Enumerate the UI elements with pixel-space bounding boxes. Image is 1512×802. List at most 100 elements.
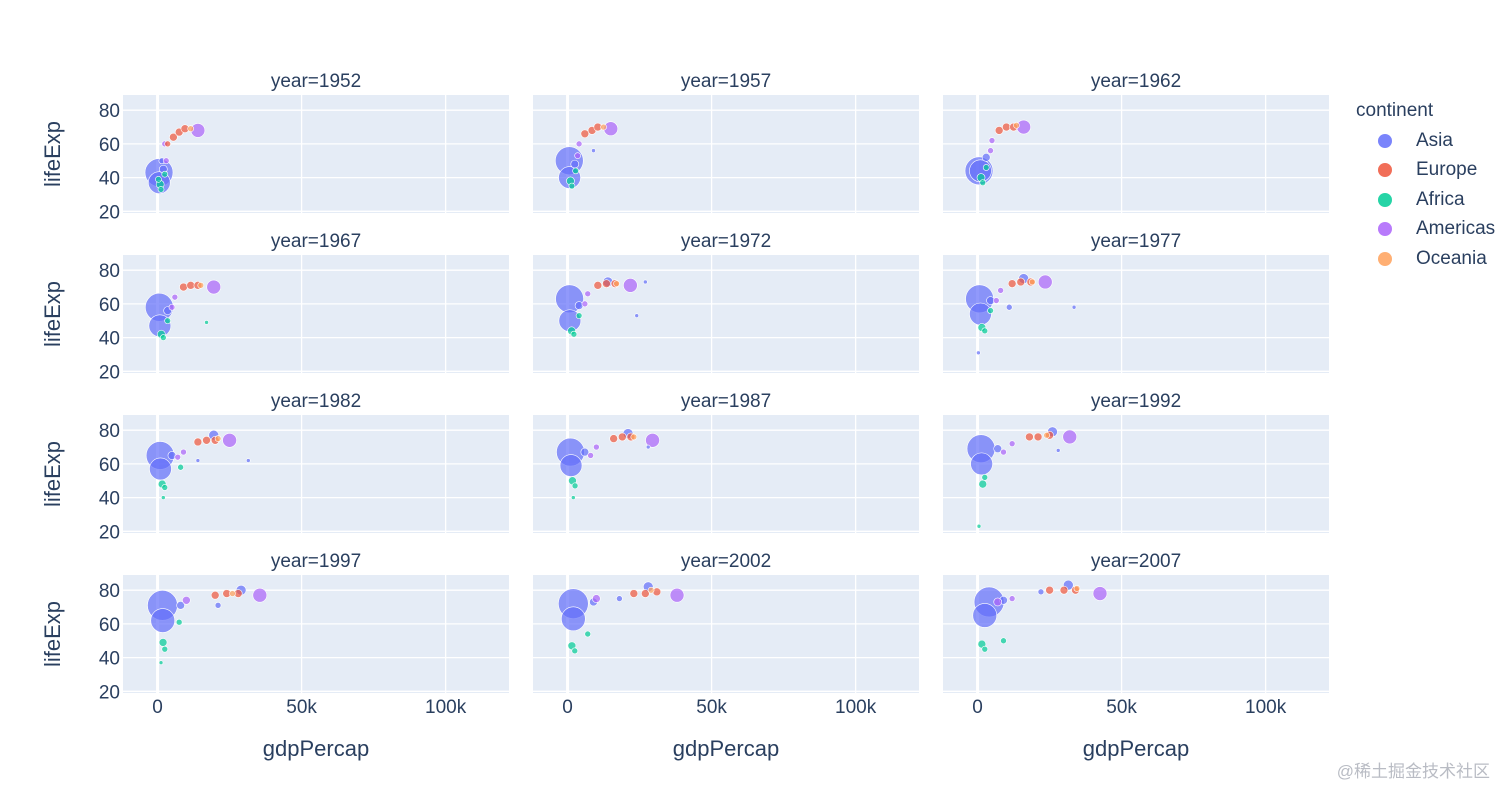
bubble-europe[interactable]	[1007, 279, 1017, 288]
bubble-africa[interactable]	[158, 660, 164, 665]
bubble-asia[interactable]	[970, 452, 993, 476]
bubble-asia[interactable]	[993, 444, 1003, 454]
bubble-africa[interactable]	[177, 463, 184, 471]
bubble-europe[interactable]	[164, 140, 171, 148]
bubble-europe[interactable]	[1025, 432, 1034, 442]
bubble-oceania[interactable]	[1028, 278, 1036, 286]
bubble-africa[interactable]	[979, 179, 987, 186]
bubble-africa[interactable]	[204, 320, 209, 325]
bubble-asia[interactable]	[591, 148, 596, 153]
bubble-asia[interactable]	[214, 602, 222, 609]
bubble-americas[interactable]	[645, 432, 660, 448]
bubble-africa[interactable]	[570, 330, 578, 338]
bubble-europe[interactable]	[202, 435, 211, 445]
bubble-asia[interactable]	[981, 153, 991, 162]
bubble-europe[interactable]	[193, 437, 203, 447]
bubble-asia[interactable]	[1071, 304, 1077, 310]
bubble-americas[interactable]	[988, 137, 996, 144]
bubble-asia[interactable]	[972, 603, 998, 628]
bubble-africa[interactable]	[981, 474, 989, 481]
bubble-americas[interactable]	[584, 290, 592, 298]
bubble-americas[interactable]	[1037, 274, 1053, 290]
bubble-africa[interactable]	[175, 618, 183, 626]
bubble-asia[interactable]	[1005, 303, 1013, 311]
bubble-africa[interactable]	[158, 638, 168, 647]
bubble-oceania[interactable]	[229, 590, 236, 597]
bubble-americas[interactable]	[574, 152, 581, 159]
bubble-africa[interactable]	[161, 170, 169, 178]
bubble-oceania[interactable]	[187, 125, 194, 133]
bubble-oceania[interactable]	[1043, 431, 1051, 439]
bubble-oceania[interactable]	[647, 586, 655, 594]
bubble-europe[interactable]	[629, 589, 639, 598]
bubble-oceania[interactable]	[214, 435, 222, 442]
bubble-asia[interactable]	[580, 447, 590, 457]
bubble-americas[interactable]	[222, 432, 237, 448]
bubble-europe[interactable]	[1045, 585, 1054, 595]
bubble-americas[interactable]	[1008, 595, 1016, 602]
bubble-africa[interactable]	[155, 175, 162, 183]
bubble-africa[interactable]	[160, 334, 167, 341]
bubble-americas[interactable]	[575, 140, 583, 148]
bubble-americas[interactable]	[593, 443, 600, 451]
bubble-africa[interactable]	[981, 327, 989, 335]
bubble-americas[interactable]	[174, 453, 182, 461]
bubble-africa[interactable]	[981, 645, 989, 653]
bubble-africa[interactable]	[584, 630, 592, 638]
bubble-africa[interactable]	[571, 647, 579, 655]
bubble-americas[interactable]	[168, 303, 176, 311]
bubble-europe[interactable]	[1002, 122, 1011, 132]
bubble-oceania[interactable]	[1013, 122, 1020, 129]
bubble-asia[interactable]	[976, 350, 981, 356]
bubble-europe[interactable]	[641, 589, 650, 598]
legend-item-oceania[interactable]: Oceania	[1356, 244, 1495, 274]
bubble-asia[interactable]	[246, 458, 251, 463]
bubble-africa[interactable]	[161, 484, 169, 491]
bubble-asia[interactable]	[643, 279, 648, 285]
bubble-americas[interactable]	[252, 587, 268, 603]
bubble-europe[interactable]	[602, 279, 611, 288]
bubble-asia[interactable]	[559, 454, 583, 477]
bubble-europe[interactable]	[186, 281, 195, 290]
bubble-americas[interactable]	[587, 452, 594, 459]
bubble-americas[interactable]	[581, 300, 589, 308]
bubble-africa[interactable]	[161, 495, 166, 500]
bubble-europe[interactable]	[617, 432, 627, 442]
bubble-oceania[interactable]	[630, 433, 638, 441]
bubble-europe[interactable]	[994, 126, 1004, 135]
legend-item-europe[interactable]: Europe	[1356, 156, 1495, 186]
bubble-americas[interactable]	[182, 595, 191, 605]
bubble-americas[interactable]	[162, 157, 170, 165]
bubble-americas[interactable]	[993, 597, 1003, 607]
bubble-africa[interactable]	[987, 307, 994, 314]
bubble-europe[interactable]	[210, 590, 220, 600]
bubble-oceania[interactable]	[600, 123, 607, 131]
bubble-africa[interactable]	[978, 479, 988, 489]
bubble-africa[interactable]	[572, 167, 579, 175]
bubble-asia[interactable]	[570, 159, 580, 169]
bubble-oceania[interactable]	[613, 280, 620, 287]
bubble-americas[interactable]	[997, 287, 1004, 294]
bubble-oceania[interactable]	[1073, 585, 1081, 592]
bubble-europe[interactable]	[179, 282, 188, 292]
bubble-americas[interactable]	[987, 147, 994, 154]
bubble-africa[interactable]	[976, 523, 982, 529]
bubble-americas[interactable]	[592, 594, 601, 603]
bubble-asia[interactable]	[176, 601, 185, 610]
bubble-americas[interactable]	[669, 587, 685, 603]
bubble-europe[interactable]	[1016, 277, 1026, 287]
bubble-americas[interactable]	[992, 297, 1000, 304]
bubble-americas[interactable]	[206, 279, 222, 295]
bubble-asia[interactable]	[149, 457, 172, 481]
bubble-africa[interactable]	[164, 317, 171, 325]
bubble-europe[interactable]	[1059, 585, 1069, 595]
bubble-oceania[interactable]	[197, 282, 205, 289]
bubble-asia[interactable]	[616, 595, 623, 602]
bubble-americas[interactable]	[1000, 448, 1007, 456]
bubble-asia[interactable]	[969, 302, 992, 326]
bubble-asia[interactable]	[561, 606, 586, 632]
bubble-africa[interactable]	[571, 495, 576, 500]
bubble-asia[interactable]	[195, 458, 201, 463]
bubble-europe[interactable]	[1033, 432, 1043, 442]
bubble-europe[interactable]	[609, 434, 618, 443]
